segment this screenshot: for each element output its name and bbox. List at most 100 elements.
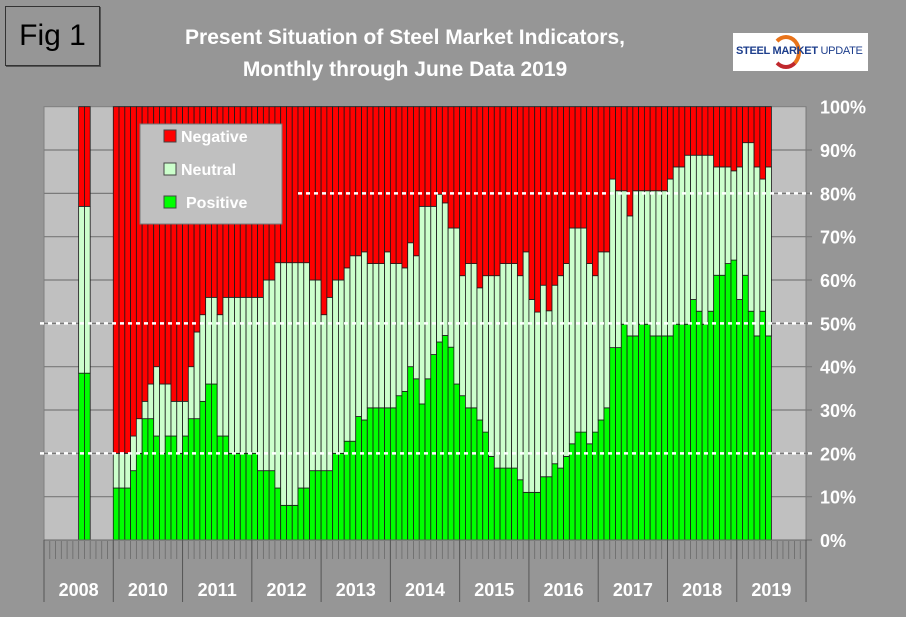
bar-neutral <box>320 314 328 472</box>
bar-neutral <box>112 452 120 489</box>
bar-positive <box>320 470 328 541</box>
bar-positive <box>736 299 743 541</box>
bar-negative <box>586 106 593 264</box>
bar-positive <box>118 487 126 541</box>
bar-negative <box>551 106 559 286</box>
bar-neutral <box>603 251 611 409</box>
bar-neutral <box>159 383 166 454</box>
bar-negative <box>545 106 553 312</box>
bar-neutral <box>338 279 345 454</box>
bar-negative <box>470 106 478 264</box>
bar-neutral <box>557 275 564 469</box>
bar-negative <box>609 106 616 180</box>
year-label: 2017 <box>613 580 653 600</box>
bar-negative <box>482 106 489 277</box>
bar-neutral <box>436 193 443 343</box>
bar-negative <box>418 106 426 207</box>
legend-swatch-negative <box>163 129 177 143</box>
bar-negative <box>655 106 663 192</box>
bar-positive <box>314 470 322 541</box>
bar-negative <box>759 106 767 180</box>
bar-neutral <box>574 227 582 433</box>
bar-negative <box>499 106 507 264</box>
bar-neutral <box>592 275 599 433</box>
chart-title: Present Situation of Steel Market Indica… <box>150 22 660 86</box>
bar-negative <box>690 106 697 156</box>
bar-negative <box>597 106 605 253</box>
bar-neutral <box>667 178 674 337</box>
bar-positive <box>424 378 432 541</box>
bar-neutral <box>476 287 484 421</box>
bar-positive <box>135 452 143 541</box>
bar-positive <box>378 407 386 541</box>
bar-negative <box>557 106 564 277</box>
bar-positive <box>234 452 241 541</box>
bar-positive <box>130 470 137 541</box>
bar-neutral <box>759 178 767 312</box>
bar-positive <box>516 479 524 541</box>
bar-neutral <box>239 296 247 454</box>
legend-label-positive: Positive <box>186 195 247 212</box>
bar-negative <box>447 106 455 229</box>
bar-positive <box>586 443 593 541</box>
bar-negative <box>124 106 131 454</box>
figure-label-box: Fig 1 <box>5 6 100 66</box>
bar-negative <box>678 106 686 168</box>
bar-positive <box>511 467 518 541</box>
bar-negative <box>488 106 495 277</box>
bar-neutral <box>684 154 691 325</box>
bar-positive <box>413 378 420 541</box>
bar-positive <box>470 407 478 541</box>
bar-positive <box>684 323 691 541</box>
bar-positive <box>170 435 178 541</box>
bar-negative <box>112 106 120 454</box>
bar-negative <box>436 106 443 195</box>
bar-positive <box>649 335 657 541</box>
bar-negative <box>563 106 570 264</box>
bar-negative <box>286 106 293 264</box>
bar-positive <box>372 407 380 541</box>
bar-positive <box>153 435 160 541</box>
bar-positive <box>199 400 207 541</box>
bar-positive <box>280 504 287 541</box>
bar-neutral <box>286 262 293 506</box>
bar-negative <box>724 106 732 168</box>
bar-neutral <box>389 263 397 409</box>
bar-positive <box>488 455 495 541</box>
bar-negative <box>430 106 437 207</box>
bar-neutral <box>153 366 160 437</box>
bar-negative <box>384 106 391 253</box>
bar-positive <box>540 476 547 541</box>
bar-negative <box>493 106 501 277</box>
logo-arc-icon <box>771 35 801 69</box>
bar-positive <box>291 504 299 541</box>
bar-negative <box>366 106 374 264</box>
bar-positive <box>332 452 339 541</box>
bar-neutral <box>505 263 513 469</box>
bar-positive <box>436 341 443 541</box>
bar-neutral <box>736 166 743 300</box>
bar-negative <box>505 106 513 264</box>
bar-negative <box>378 106 386 264</box>
bar-negative <box>684 106 691 156</box>
bar-positive <box>580 431 588 541</box>
bar-positive <box>597 419 605 541</box>
legend-swatch-neutral <box>163 162 177 176</box>
bar-negative <box>638 106 645 192</box>
bar-positive <box>366 407 374 541</box>
legend-label-neutral: Neutral <box>181 162 236 179</box>
bar-neutral <box>182 400 189 437</box>
bar-neutral <box>632 190 640 337</box>
bar-neutral <box>701 154 709 325</box>
bar-positive <box>309 470 316 541</box>
bar-negative <box>540 106 547 286</box>
bar-positive <box>465 407 472 541</box>
bar-negative <box>303 106 310 264</box>
bar-positive <box>643 323 651 541</box>
bar-neutral <box>661 190 668 337</box>
year-label: 2012 <box>266 580 306 600</box>
bar-neutral <box>563 263 570 457</box>
bar-positive <box>638 323 645 541</box>
bar-neutral <box>453 227 461 385</box>
bar-neutral <box>724 166 732 264</box>
